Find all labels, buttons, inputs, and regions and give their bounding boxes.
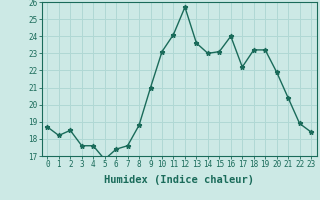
X-axis label: Humidex (Indice chaleur): Humidex (Indice chaleur) <box>104 175 254 185</box>
